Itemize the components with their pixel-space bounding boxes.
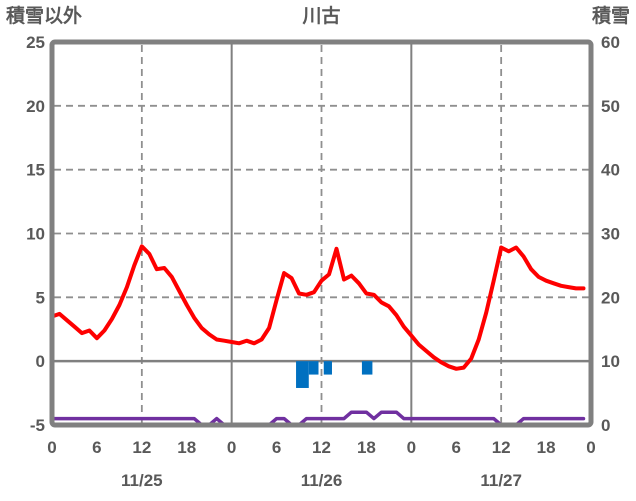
right-axis-tick-label: 20 <box>601 288 620 307</box>
x-axis-date-label: 11/25 <box>121 471 163 490</box>
blue-bars-bar <box>323 361 332 375</box>
blue-bars-bar <box>308 361 319 375</box>
x-axis-hour-label: 0 <box>227 438 236 457</box>
left-axis-tick-label: -5 <box>30 416 45 435</box>
x-axis-hour-label: 18 <box>357 438 376 457</box>
left-axis-tick-label: 10 <box>26 225 45 244</box>
purple-line <box>50 410 586 427</box>
x-axis-hour-label: 0 <box>407 438 416 457</box>
x-axis-hour-label: 6 <box>272 438 281 457</box>
right-axis-tick-label: 30 <box>601 225 620 244</box>
x-axis-hour-label: 6 <box>92 438 101 457</box>
x-axis-hour-label: 12 <box>492 438 511 457</box>
right-axis-tick-label: 50 <box>601 97 620 116</box>
right-axis-title: 積雪 <box>591 6 630 27</box>
red-line <box>50 244 586 371</box>
blue-bars-bar <box>296 361 309 388</box>
left-axis-tick-label: 25 <box>26 33 45 52</box>
right-axis-tick-label: 0 <box>601 416 610 435</box>
x-axis-hour-label: 18 <box>177 438 196 457</box>
x-axis-hour-label: 12 <box>132 438 151 457</box>
x-axis-hour-label: 12 <box>312 438 331 457</box>
left-axis-title: 積雪以外 <box>6 6 83 27</box>
right-axis-tick-label: 10 <box>601 352 620 371</box>
left-axis-tick-label: 5 <box>36 288 45 307</box>
x-axis-date-label: 11/27 <box>480 471 522 490</box>
right-axis-tick-label: 60 <box>601 33 620 52</box>
left-axis-tick-label: 0 <box>36 352 45 371</box>
plot-border <box>49 39 594 428</box>
x-axis-hour-label: 18 <box>537 438 556 457</box>
x-axis-hour-label: 6 <box>452 438 461 457</box>
blue-bars-bar <box>361 361 373 375</box>
x-axis-date-label: 11/26 <box>301 471 343 490</box>
x-axis-hour-label: 0 <box>47 438 56 457</box>
left-axis-tick-label: 20 <box>26 97 45 116</box>
left-axis-tick-label: 15 <box>26 161 45 180</box>
x-axis-hour-label: 0 <box>586 438 595 457</box>
right-axis-tick-label: 40 <box>601 161 620 180</box>
chart-title: 川古 <box>302 6 341 27</box>
